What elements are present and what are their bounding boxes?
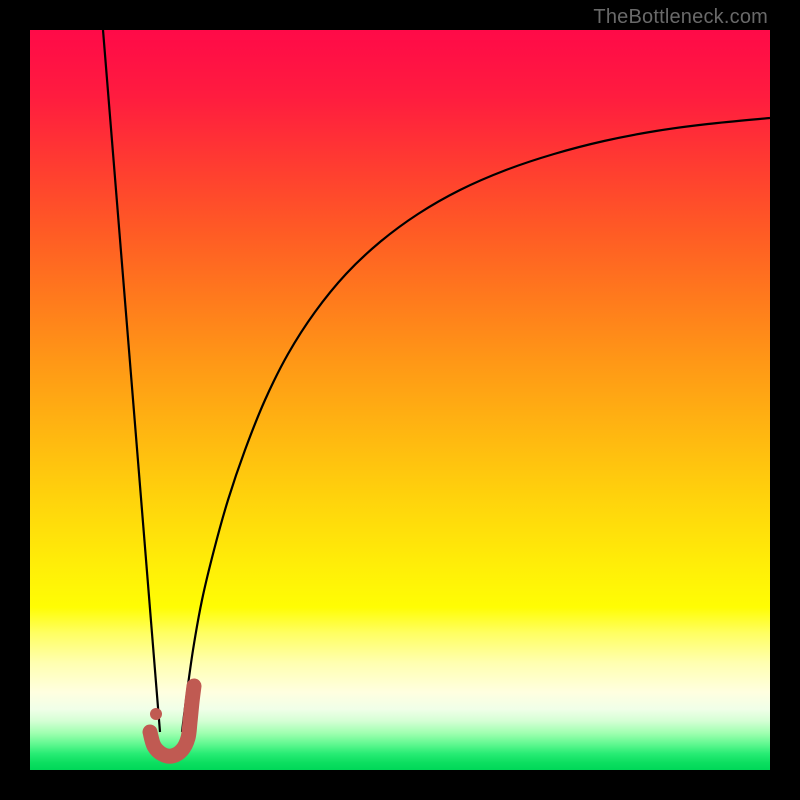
marker-dot [150, 708, 162, 720]
curve-left-descent [103, 30, 160, 732]
curve-right-asymptote [182, 118, 770, 732]
chart-frame: TheBottleneck.com [0, 0, 800, 800]
curves-layer [30, 30, 770, 770]
plot-area [30, 30, 770, 770]
watermark-text: TheBottleneck.com [593, 6, 768, 29]
